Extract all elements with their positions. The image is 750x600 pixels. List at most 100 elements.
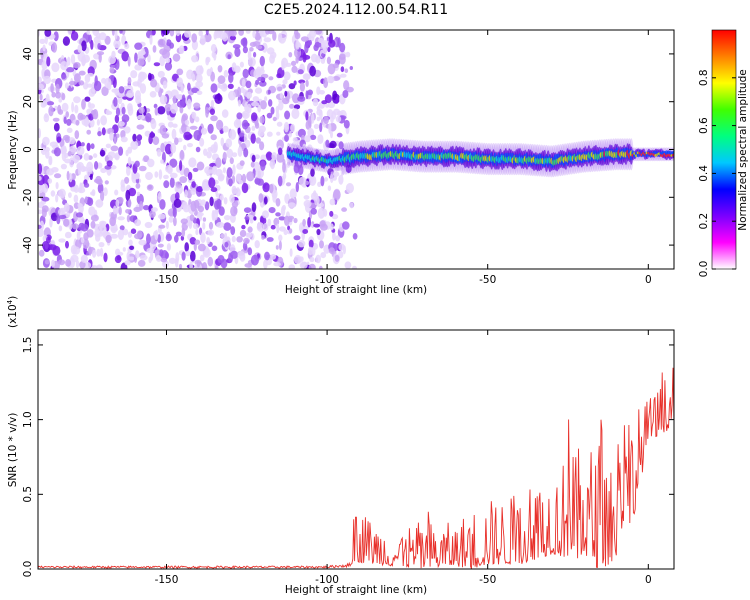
spectrogram-cell	[243, 237, 250, 244]
spectrogram-cell	[94, 75, 98, 87]
spectrogram-cell	[183, 144, 187, 151]
y-tick-label: 40	[22, 47, 34, 60]
spectrogram-cell	[202, 247, 211, 258]
spectrogram-cell	[222, 167, 226, 174]
spectrogram-cell	[116, 206, 120, 213]
spectrogram-cell	[55, 83, 60, 95]
spectrogram-cell	[230, 226, 236, 236]
spectrogram-cell	[229, 157, 234, 165]
spectrogram-cell	[89, 173, 93, 180]
spectrogram-cell	[77, 44, 83, 53]
snr-y-axis: 0.0 0.5 1.0 1.5	[22, 337, 674, 577]
spectrogram-cell	[237, 146, 243, 157]
x-tick-label: -150	[155, 274, 179, 286]
spectrogram-cell	[60, 60, 68, 71]
spectrogram-cell	[237, 86, 241, 98]
spectrogram-cell	[338, 250, 344, 259]
spectrogram-cell	[311, 113, 315, 124]
spectrogram-cell	[272, 116, 277, 122]
spectrogram-cell	[213, 52, 217, 61]
spectrogram-cell	[175, 184, 183, 195]
spectrogram-cell	[86, 161, 94, 173]
spectrogram-cell	[127, 156, 132, 166]
spectrogram-cell	[268, 207, 276, 214]
spectrogram-cell	[42, 56, 46, 63]
spectrogram-cell	[76, 231, 81, 241]
spectrogram-cell	[276, 131, 281, 136]
spectrogram-cell	[70, 54, 76, 65]
spectrogram-cell	[191, 181, 196, 188]
spectrogram-cell	[277, 175, 283, 187]
spectrogram-cell	[288, 83, 296, 90]
spectrogram-cell	[205, 30, 209, 36]
spectrogram-cell	[115, 199, 120, 208]
spectrogram-cell	[235, 173, 242, 182]
spectrogram-cell	[329, 210, 334, 217]
spectrogram-cell	[44, 259, 50, 265]
spectrogram-cell	[56, 215, 61, 225]
spectrogram-cell	[158, 169, 163, 180]
spectrogram-cell	[268, 76, 274, 81]
spectrogram-cell	[46, 168, 54, 176]
spectrogram-cell	[334, 254, 340, 262]
spectrogram-cell	[214, 210, 219, 215]
spectrogram-cell	[39, 38, 46, 45]
spectrogram-cell	[170, 142, 177, 154]
spectrogram-cell	[342, 221, 350, 230]
spectrogram-cell	[221, 109, 229, 118]
spectrogram-cell	[246, 171, 255, 182]
spectrogram-cell	[130, 70, 138, 79]
spectrogram-cell	[62, 218, 70, 227]
spectrogram-cell	[319, 122, 323, 133]
spectrogram-cell	[41, 100, 48, 107]
spectrogram-cell	[188, 218, 193, 229]
spectrogram-cell	[70, 244, 77, 255]
spectrogram-cell	[134, 42, 143, 50]
spectrogram-cell	[66, 67, 75, 73]
spectrogram-cell	[175, 231, 182, 237]
spectrogram-cell	[229, 30, 237, 37]
spectrogram-cell	[307, 217, 311, 228]
snr-y-multiplier: (x104)	[6, 296, 19, 328]
spectrogram-cell	[210, 115, 218, 122]
spectrogram-cell	[199, 227, 203, 236]
spectrogram-cell	[55, 193, 59, 203]
spectrogram-cell	[329, 173, 334, 184]
spectrogram-cell	[255, 137, 261, 144]
spectrogram-cell	[38, 175, 42, 181]
spectrogram-cell	[90, 143, 95, 150]
spectrogram-cell	[169, 42, 175, 49]
spectrogram-cell	[110, 75, 115, 82]
spectrogram-cell	[325, 103, 330, 108]
spectrogram-cell	[342, 245, 346, 255]
spectrogram-cell	[184, 119, 190, 126]
spectrogram-cell	[155, 254, 162, 262]
spectrogram-cell	[338, 141, 344, 150]
spectrogram-cell	[73, 194, 79, 203]
spectrogram-cell	[247, 247, 253, 256]
spectrogram-cell	[41, 61, 48, 70]
spectrogram-cell	[157, 106, 166, 115]
spectrogram-cell	[92, 249, 97, 258]
spectrogram-cell	[278, 216, 286, 221]
spectrogram-cell	[157, 192, 162, 201]
spectrogram-cell	[251, 154, 256, 163]
spectrogram-cell	[116, 254, 121, 261]
spectrogram-cell	[273, 262, 281, 267]
spectrogram-cell	[196, 90, 203, 96]
spectrogram-cell	[90, 220, 96, 229]
spectrogram-cell	[89, 118, 95, 128]
spectrogram-cell	[335, 235, 341, 242]
spectrogram-cell	[204, 201, 210, 211]
spectrogram-cell	[57, 208, 64, 216]
spectrogram-cell	[145, 112, 152, 123]
spectrogram-cell	[191, 39, 198, 51]
spectrogram-cell	[97, 131, 102, 137]
spectrogram-cell	[191, 55, 199, 63]
spectrogram-cell	[220, 233, 226, 239]
spectrogram-cell	[256, 222, 265, 232]
spectrogram-cell	[52, 245, 61, 256]
spectrogram-cell	[303, 195, 310, 200]
spectrogram-x-axis: -150 -100 -50 0	[155, 30, 652, 286]
